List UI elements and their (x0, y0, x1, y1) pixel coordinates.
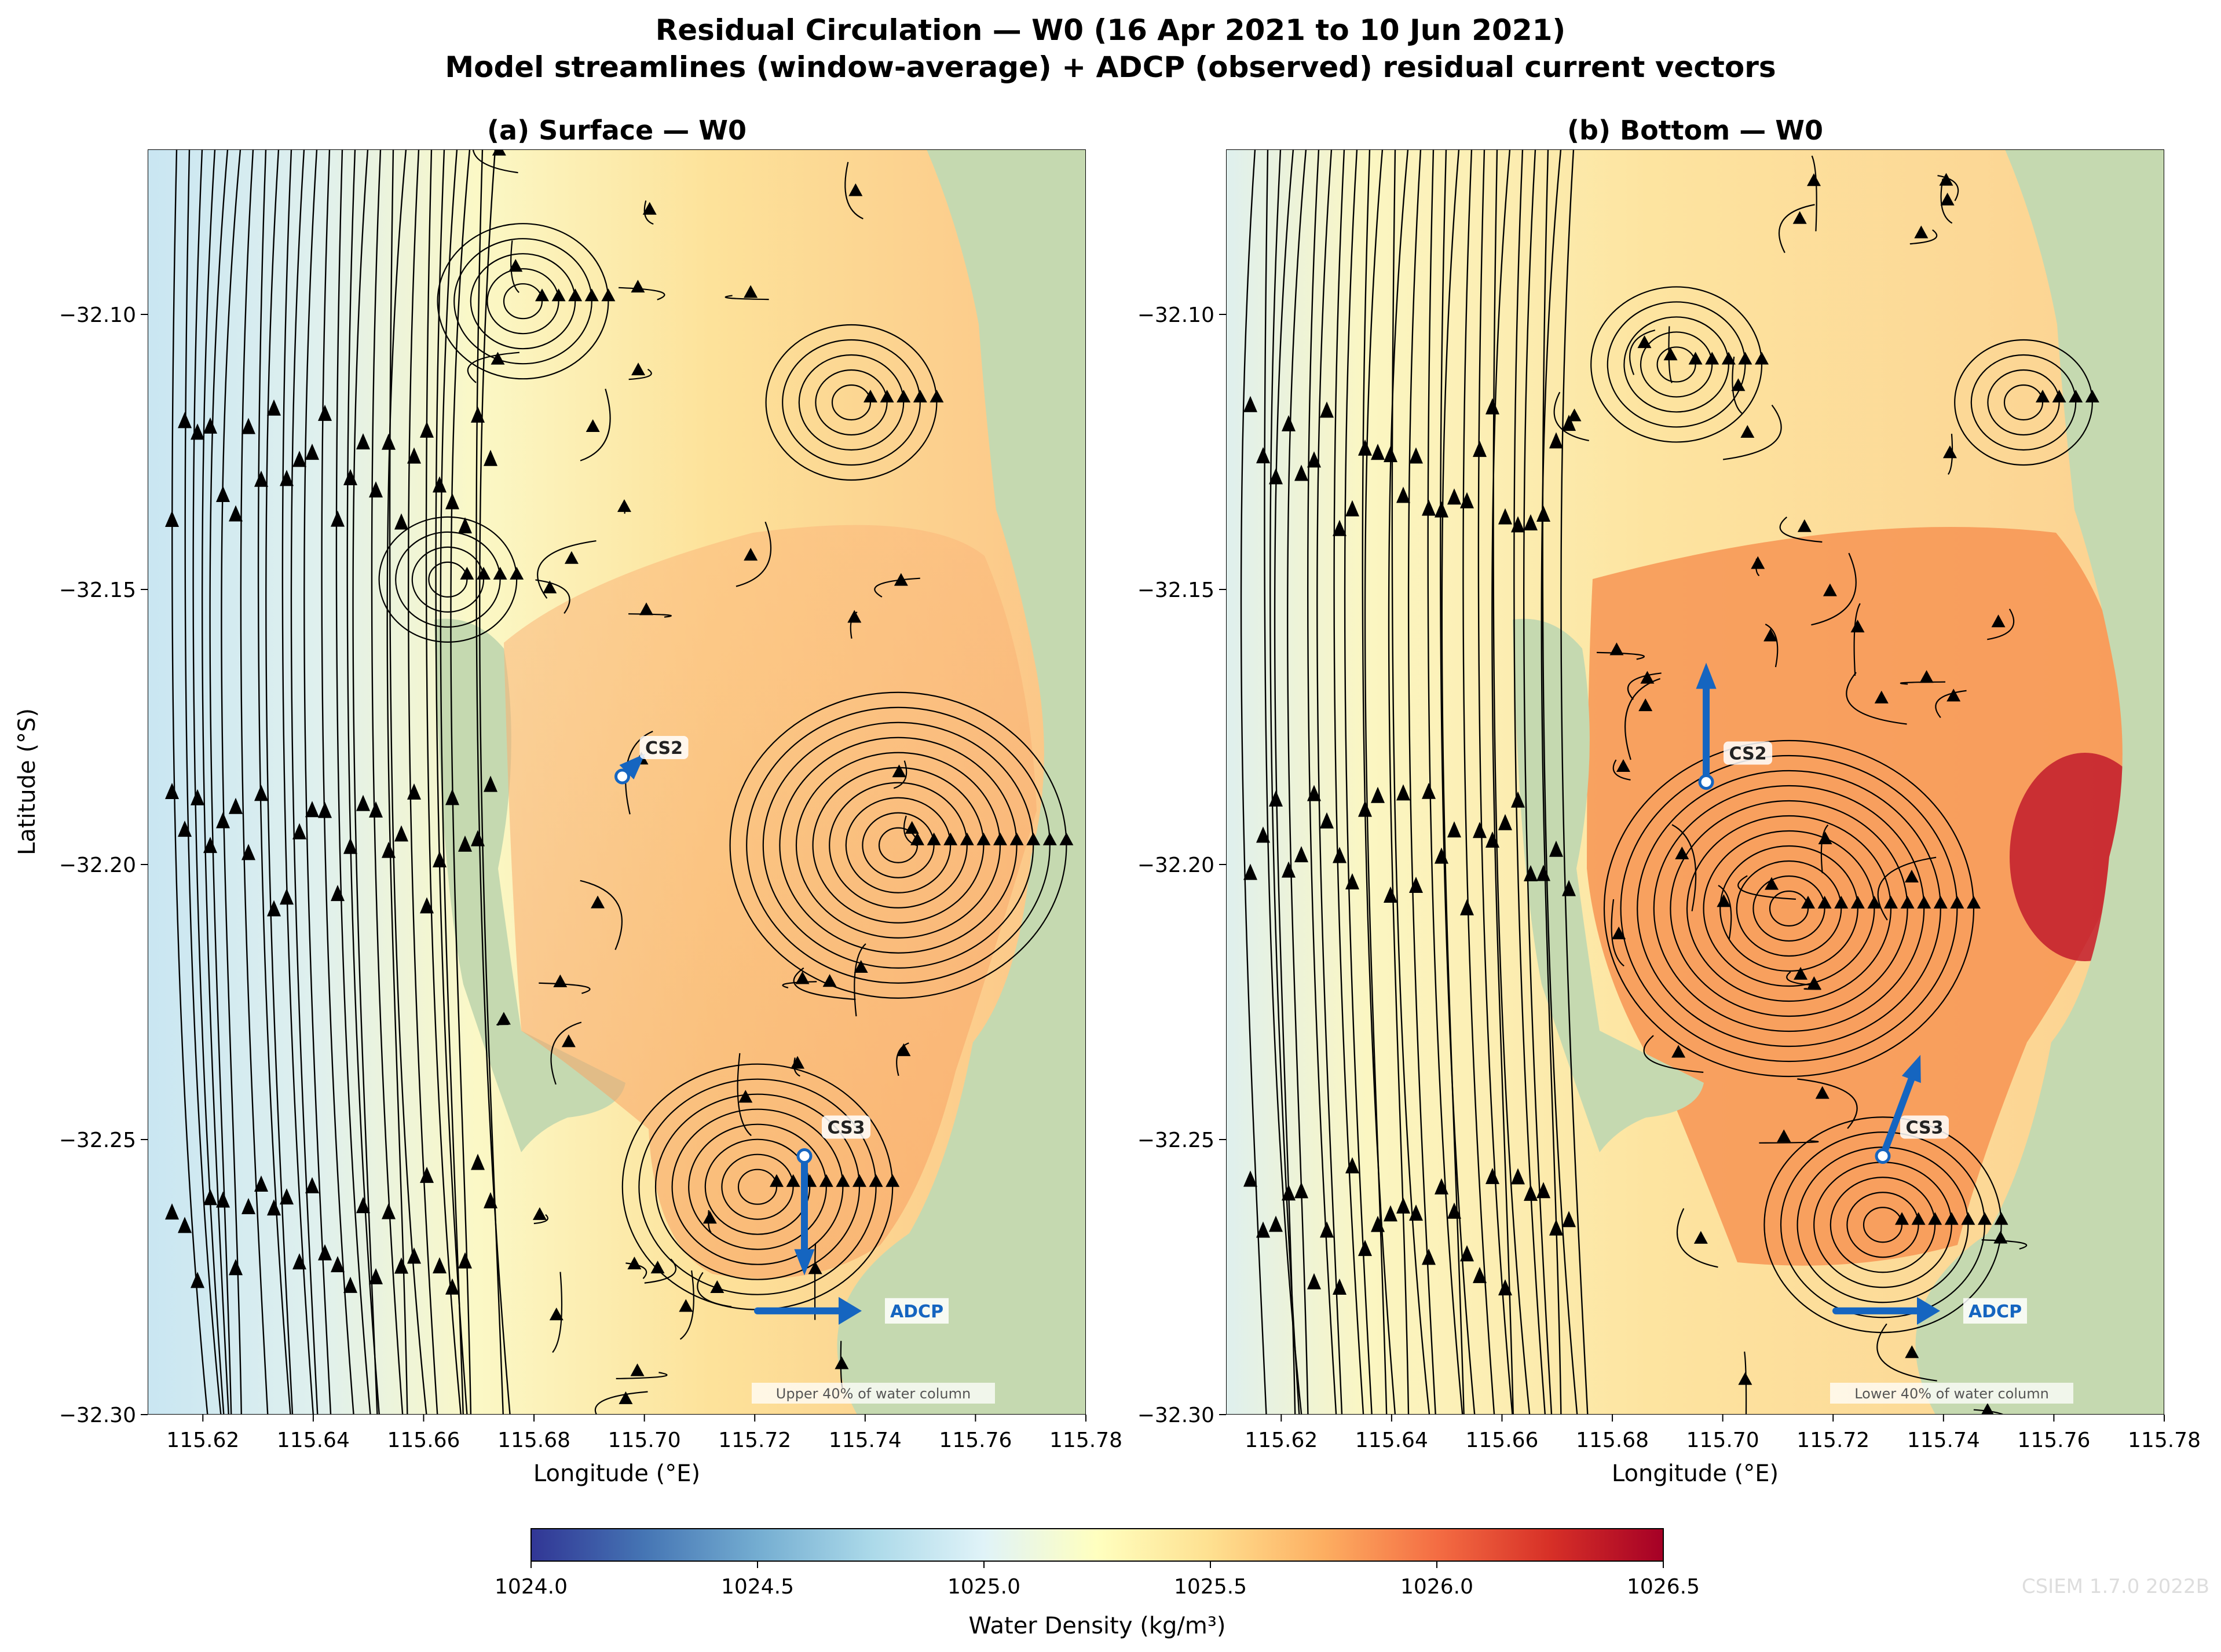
depth-note: Upper 40% of water column (776, 1386, 971, 1402)
x-tick-label: 115.66 (1465, 1428, 1538, 1452)
colorbar-tick-label: 1025.0 (947, 1575, 1020, 1599)
station-marker (614, 768, 631, 785)
station-label: CS2 (645, 738, 683, 759)
panel-b-title: (b) Bottom — W0 (1567, 115, 1823, 146)
y-tick-label: −32.20 (1137, 854, 1214, 877)
colorbar-tick-label: 1025.5 (1174, 1575, 1247, 1599)
colorbar-tick-label: 1024.0 (495, 1575, 568, 1599)
x-tick-label: 115.64 (1355, 1428, 1428, 1452)
station-label: CS3 (827, 1118, 865, 1138)
adcp-arrowhead (619, 753, 645, 779)
y-tick-label: −32.30 (59, 1404, 136, 1427)
garden-island (1513, 618, 1704, 1152)
x-tick-label: 115.70 (1686, 1428, 1759, 1452)
watermark: CSIEM 1.7.0 2022B (2021, 1575, 2209, 1598)
streamlines-b (1240, 149, 2099, 1415)
station-marker (796, 1148, 813, 1164)
adcp-arrowhead (1696, 662, 1717, 689)
cockburn-sound-density (504, 525, 1037, 1279)
mainland-coast (837, 149, 1086, 1415)
x-tick-label: 115.78 (1049, 1428, 1122, 1452)
mainland-coast (1915, 149, 2164, 1415)
adcp-legend-label: ADCP (1968, 1302, 2022, 1322)
y-tick-label: −32.15 (59, 578, 136, 602)
garden-island (434, 618, 625, 1152)
colorbar: 1024.0 1024.5 1025.0 1025.5 1026.0 1026.5 Wate… (495, 1528, 1700, 1639)
y-tick-label: −32.10 (59, 303, 136, 327)
x-tick-label: 115.64 (277, 1428, 350, 1452)
depth-note: Lower 40% of water column (1854, 1386, 2049, 1402)
panel-b-map (1226, 149, 2164, 1415)
colorbar-tick-label: 1026.0 (1400, 1575, 1473, 1599)
adcp-arrowhead (1901, 1054, 1921, 1083)
station-marker (1875, 1148, 1891, 1164)
x-tick-label: 115.68 (497, 1428, 570, 1452)
colorbar-label: Water Density (kg/m³) (969, 1613, 1226, 1639)
x-axis-label: Longitude (°E) (533, 1460, 700, 1487)
x-tick-label: 115.74 (829, 1428, 902, 1452)
x-tick-label: 115.72 (1796, 1428, 1869, 1452)
station-marker (1698, 774, 1714, 790)
panel-a-title: (a) Surface — W0 (487, 115, 747, 146)
station-label: CS3 (1905, 1118, 1943, 1138)
annotations: CS2 CS3 ADCP Upper 40% of water column CS2 CS… (614, 662, 2073, 1404)
adcp-vector (1879, 1065, 1919, 1160)
x-tick-label: 115.78 (2128, 1428, 2201, 1452)
x-tick-label: 115.74 (1907, 1428, 1980, 1452)
streamlines-a (165, 149, 1074, 1415)
x-tick-label: 115.76 (939, 1428, 1012, 1452)
figure-title-line-2: Model streamlines (window-average) + ADC… (445, 50, 1776, 84)
x-tick-label: 115.70 (608, 1428, 681, 1452)
y-tick-label: −32.25 (1137, 1129, 1214, 1152)
y-tick-label: −32.20 (59, 854, 136, 877)
y-tick-label: −32.15 (1137, 578, 1214, 602)
axes: 115.62 115.64 115.66 115.68 115.70 115.72 115.… (14, 303, 2201, 1487)
x-tick-label: 115.76 (2017, 1428, 2090, 1452)
x-tick-label: 115.68 (1576, 1428, 1649, 1452)
x-tick-label: 115.62 (166, 1428, 239, 1452)
y-tick-label: −32.10 (1137, 303, 1214, 327)
figure-title-line-1: Residual Circulation — W0 (16 Apr 2021 t… (655, 13, 1566, 47)
colorbar-gradient (530, 1528, 1664, 1562)
x-tick-label: 115.72 (718, 1428, 791, 1452)
cockburn-sound-bottom-density (1587, 527, 2138, 1266)
x-tick-label: 115.66 (387, 1428, 460, 1452)
colorbar-tick-label: 1024.5 (721, 1575, 794, 1599)
y-tick-label: −32.25 (59, 1129, 136, 1152)
y-tick-label: −32.30 (1137, 1404, 1214, 1427)
adcp-arrowhead (794, 1249, 815, 1276)
adcp-legend-label: ADCP (890, 1302, 943, 1322)
x-axis-label: Longitude (°E) (1612, 1460, 1779, 1487)
y-axis-label: Latitude (°S) (14, 708, 41, 855)
station-label: CS2 (1729, 744, 1767, 764)
x-tick-label: 115.62 (1245, 1428, 1318, 1452)
colorbar-tick-label: 1026.5 (1627, 1575, 1700, 1599)
